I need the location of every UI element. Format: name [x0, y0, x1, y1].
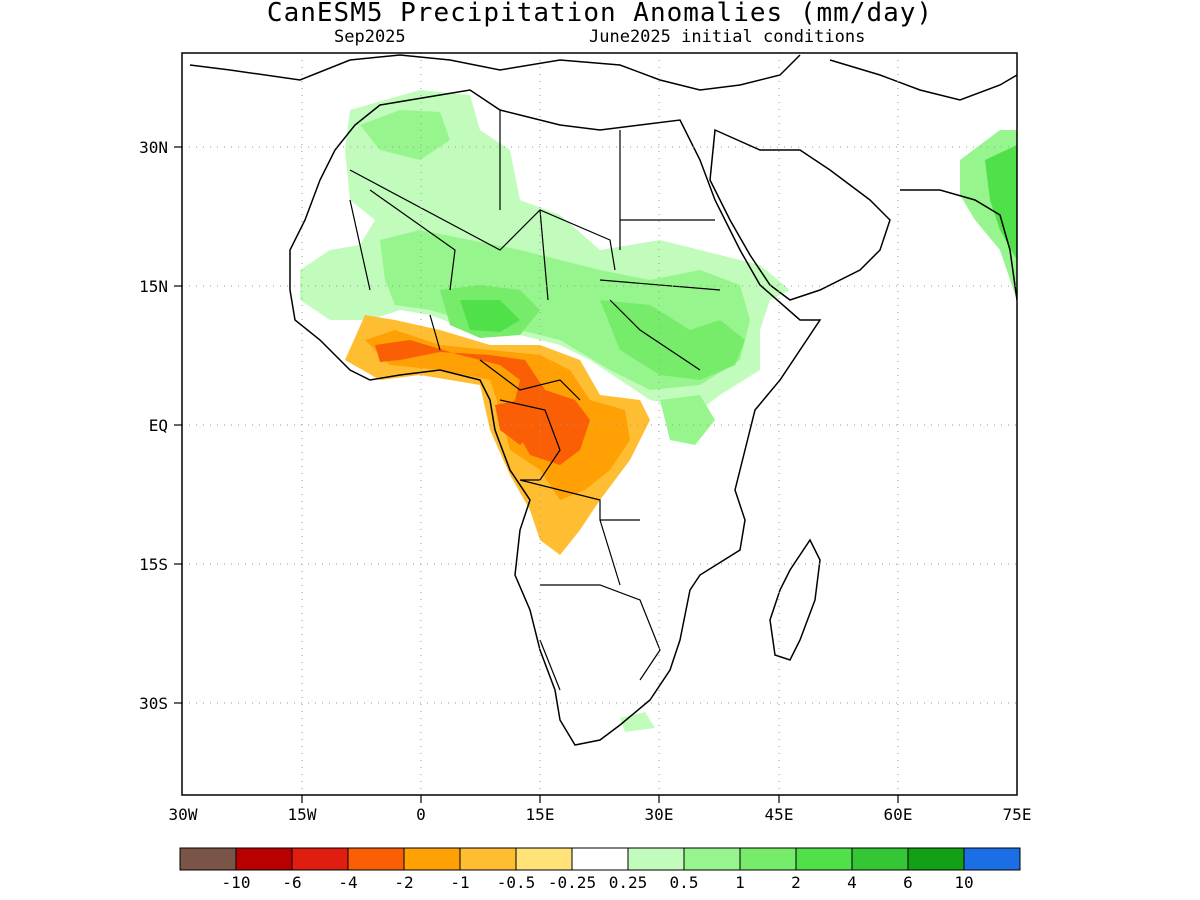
colorbar-swatch — [291, 847, 349, 871]
lon-label-30w: 30W — [169, 805, 198, 824]
anomaly-region-gabon-strong — [495, 400, 535, 445]
colorbar-label: 0.5 — [670, 873, 699, 892]
colorbar-label: 0.25 — [609, 873, 648, 892]
colorbar-swatch — [795, 847, 853, 871]
colorbar-swatch — [235, 847, 293, 871]
lon-label-15e: 15E — [526, 805, 555, 824]
arabia-coastline — [709, 128, 891, 301]
colorbar-label: -0.25 — [548, 873, 596, 892]
colorbar-label: 10 — [954, 873, 973, 892]
colorbar — [179, 847, 1021, 871]
africa-coastline — [289, 89, 822, 746]
colorbar-swatch — [347, 847, 405, 871]
anomaly-region-congo-strong — [375, 340, 590, 465]
initial-conditions: June2025 initial conditions — [589, 27, 866, 47]
lon-label-45e: 45E — [765, 805, 794, 824]
colorbar-label: -6 — [282, 873, 301, 892]
lat-label-15n: 15N — [139, 277, 168, 296]
lon-label-15w: 15W — [288, 805, 317, 824]
india-coastline — [900, 189, 1017, 301]
anomaly-region-lakes-wet — [660, 395, 715, 445]
colorbar-swatch — [627, 847, 685, 871]
colorbar-swatch — [739, 847, 797, 871]
colorbar-label: -10 — [222, 873, 251, 892]
latitude-axis — [174, 146, 182, 704]
forecast-month: Sep2025 — [334, 27, 406, 47]
map-frame — [181, 52, 1018, 796]
colorbar-swatch — [515, 847, 573, 871]
anomaly-region-sahel-max — [460, 300, 520, 332]
colorbar-swatch — [907, 847, 965, 871]
colorbar-label: -1 — [450, 873, 469, 892]
lon-label-30e: 30E — [645, 805, 674, 824]
lon-label-0: 0 — [416, 805, 426, 824]
colorbar-swatch — [459, 847, 517, 871]
lat-label-15s: 15S — [139, 555, 168, 574]
longitude-axis — [301, 795, 899, 803]
north-coastline — [189, 54, 801, 91]
colorbar-swatch — [963, 847, 1021, 871]
colorbar-label: 4 — [847, 873, 857, 892]
colorbar-label: -0.5 — [497, 873, 536, 892]
colorbar-labels: -10 -6 -4 -2 -1 -0.5 -0.25 0.25 0.5 1 2 4 6 10 — [222, 873, 974, 892]
coastlines — [189, 54, 1017, 746]
colorbar-swatch — [851, 847, 909, 871]
colorbar-swatch — [179, 847, 237, 871]
colorbar-label: 2 — [791, 873, 801, 892]
lon-label-75e: 75E — [1003, 805, 1032, 824]
lat-label-30s: 30S — [139, 694, 168, 713]
colorbar-swatch — [571, 847, 629, 871]
asia-coastline — [829, 59, 1017, 101]
colorbar-swatch — [403, 847, 461, 871]
colorbar-label: -4 — [338, 873, 357, 892]
lat-label-30n: 30N — [139, 138, 168, 157]
lon-label-60e: 60E — [884, 805, 913, 824]
country-borders — [349, 110, 721, 691]
map-gridlines — [182, 53, 1017, 795]
colorbar-label: 1 — [735, 873, 745, 892]
anomaly-region-india-core — [985, 145, 1017, 260]
madagascar-coastline — [769, 538, 821, 661]
map-plot-area — [182, 53, 1017, 795]
chart-title: CanESM5 Precipitation Anomalies (mm/day) — [266, 0, 934, 28]
lat-label-eq: EQ — [149, 416, 168, 435]
colorbar-label: 6 — [903, 873, 913, 892]
colorbar-swatch — [683, 847, 741, 871]
anomaly-region-south-wet — [620, 712, 655, 732]
anomaly-region-sudan-core — [600, 300, 745, 380]
colorbar-label: -2 — [394, 873, 413, 892]
